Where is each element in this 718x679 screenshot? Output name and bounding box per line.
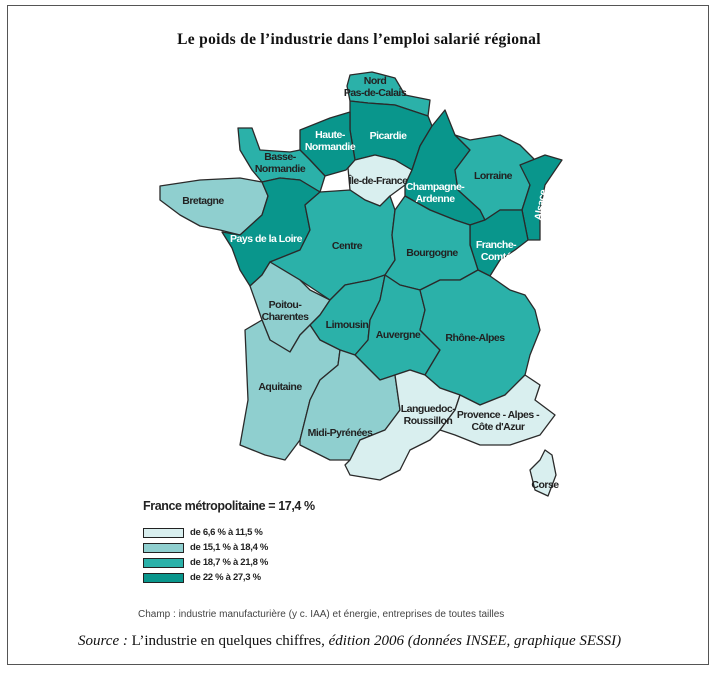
map-title: Le poids de l’industrie dans l’emploi sa…: [177, 31, 541, 48]
legend-swatch: [143, 527, 184, 538]
region-label: Nord Pas-de-Calais: [344, 75, 407, 99]
region-label: Corse: [531, 479, 559, 491]
region-label: Auvergne: [376, 329, 421, 341]
legend-item: de 15,1 % à 18,4 %: [143, 540, 268, 555]
legend-item: de 6,6 % à 11,5 %: [143, 525, 268, 540]
region-basse-normandie: [237, 127, 326, 193]
legend-swatch: [143, 572, 184, 583]
national-average: France métropolitaine = 17,4 %: [143, 499, 315, 513]
legend-label: de 15,1 % à 18,4 %: [190, 542, 269, 553]
region-label: Centre: [332, 240, 363, 252]
region-label: Alsace: [532, 188, 549, 221]
region-label: Languedoc-Roussillon: [401, 403, 457, 427]
region-label: Bourgogne: [406, 247, 458, 259]
legend-label: de 6,6 % à 11,5 %: [190, 527, 263, 538]
region-label: Midi-Pyrénées: [308, 427, 373, 439]
figure-frame: [7, 5, 709, 665]
region-label: Basse-Normandie: [255, 151, 306, 175]
legend-swatch: [143, 542, 184, 553]
legend: de 6,6 % à 11,5 % de 15,1 % à 18,4 % de …: [143, 525, 268, 585]
legend-label: de 22 % à 27,3 %: [190, 572, 261, 583]
region-label: Franche-Comté: [476, 239, 517, 263]
legend-item: de 18,7 % à 21,8 %: [143, 555, 268, 570]
region-label: Provence - Alpes -Côte d'Azur: [457, 409, 540, 433]
region-label: Haute-Normandie: [305, 129, 356, 153]
source-rest: édition 2006 (données INSEE, graphique S…: [324, 633, 622, 649]
source-title: L’industrie en quelques chiffres,: [127, 633, 325, 649]
legend-swatch: [143, 557, 184, 568]
region-label: Pays de la Loire: [230, 233, 303, 245]
region-label: Aquitaine: [258, 381, 302, 393]
region-corse: [529, 449, 557, 497]
source-note: Source : L’industrie en quelques chiffre…: [78, 633, 621, 650]
region-label: Bretagne: [182, 195, 224, 207]
region-label: Poitou-Charentes: [262, 299, 310, 323]
region-alsace: [519, 154, 563, 241]
source-prefix: Source :: [78, 633, 128, 649]
region-label: Champagne-Ardenne: [406, 181, 466, 205]
legend-item: de 22 % à 27,3 %: [143, 570, 268, 585]
legend-label: de 18,7 % à 21,8 %: [190, 557, 269, 568]
region-label: Picardie: [370, 130, 408, 142]
region-label: Rhône-Alpes: [445, 332, 505, 344]
region-label: Île-de-France: [348, 174, 409, 187]
region-provence-alpes-c-te-d-azur: [439, 374, 556, 446]
region-label: Lorraine: [474, 170, 513, 182]
scope-note: Champ : industrie manufacturière (y c. I…: [138, 609, 505, 620]
region-languedoc-roussillon: [344, 369, 461, 481]
region-label: Limousin: [326, 319, 369, 331]
region-rh-ne-alpes: [419, 269, 541, 406]
